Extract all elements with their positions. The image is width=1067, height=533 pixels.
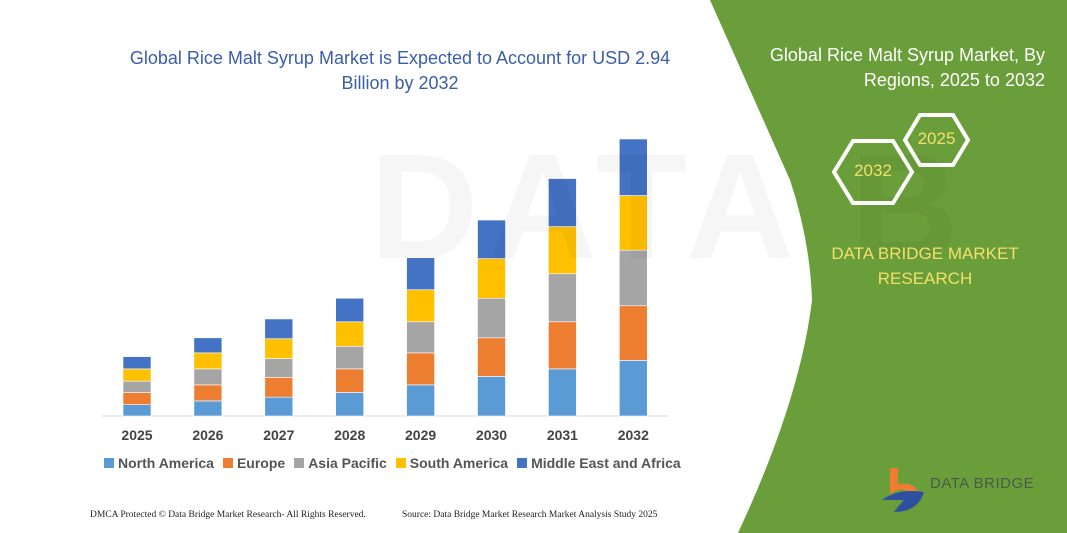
bar-2025-asia-pacific: [122, 380, 152, 393]
logo-icon: [882, 468, 924, 512]
bar-2028-middle-east-and-africa: [335, 297, 365, 323]
legend-swatch: [517, 458, 528, 468]
footer-copyright: DMCA Protected © Data Bridge Market Rese…: [90, 510, 366, 520]
bar-2025-south-america: [122, 368, 152, 382]
bar-2029-south-america: [406, 289, 435, 323]
legend-label: Asia Pacific: [308, 455, 387, 471]
bar-2025-middle-east-and-africa: [122, 356, 152, 370]
green-panel: [710, 0, 1067, 533]
hex-label-2032: 2032: [854, 161, 892, 180]
bar-2032-middle-east-and-africa: [618, 138, 648, 196]
bar-2026-asia-pacific: [193, 368, 223, 386]
bar-2025-europe: [122, 392, 152, 405]
bar-2027-north-america: [264, 396, 294, 417]
bar-2030-europe: [477, 337, 506, 377]
legend-item: Europe: [222, 455, 286, 471]
bars: [122, 138, 648, 417]
bar-2028-europe: [335, 368, 365, 393]
bar-2027-middle-east-and-africa: [264, 318, 294, 340]
logo-text: DATA BRIDGE: [930, 475, 1035, 492]
bar-2028-asia-pacific: [335, 345, 365, 370]
bar-2026-middle-east-and-africa: [193, 337, 223, 354]
bar-2026-europe: [193, 384, 223, 402]
x-tick-label: 2032: [617, 427, 649, 443]
legend-swatch: [294, 458, 305, 468]
x-tick-label: 2026: [192, 427, 224, 443]
legend-label: South America: [409, 455, 509, 471]
bar-2027-south-america: [264, 338, 294, 359]
footer-source: Source: Data Bridge Market Research Mark…: [402, 510, 658, 520]
bar-2030-south-america: [477, 258, 506, 299]
legend-swatch: [222, 458, 233, 468]
bar-2026-south-america: [193, 352, 223, 370]
bar-2028-south-america: [335, 321, 365, 347]
bar-2030-middle-east-and-africa: [477, 219, 506, 259]
panel-title: Global Rice Malt Syrup Market, By Region…: [769, 45, 1045, 90]
legend-item: Asia Pacific: [294, 455, 387, 471]
bar-2027-europe: [264, 377, 294, 398]
bar-2032-north-america: [618, 360, 648, 417]
bar-2030-asia-pacific: [477, 297, 506, 339]
bar-2030-north-america: [477, 376, 506, 417]
bar-2027-asia-pacific: [264, 358, 294, 378]
x-tick-label: 2025: [121, 427, 153, 443]
x-tick-label: 2029: [405, 427, 437, 443]
x-tick-label: 2028: [334, 427, 366, 443]
bar-2028-north-america: [335, 392, 365, 417]
bar-2029-asia-pacific: [406, 321, 435, 354]
bar-2031-europe: [548, 321, 577, 370]
legend-swatch: [104, 458, 114, 468]
bar-2031-north-america: [548, 368, 577, 417]
legend-label: Europe: [236, 455, 286, 471]
legend: North America Europe Asia Pacific South Ame…: [104, 455, 681, 471]
hexagon-2032: [831, 139, 915, 205]
chart-title: Global Rice Malt Syrup Market is Expecte…: [129, 48, 671, 93]
legend-label: Middle East and Africa: [531, 455, 681, 471]
hexagon-2025: [902, 113, 971, 167]
legend-swatch: [395, 458, 406, 468]
bar-2029-north-america: [406, 384, 435, 417]
legend-label: North America: [118, 455, 214, 471]
brand-text: DATA BRIDGE MARKET RESEARCH: [831, 244, 1019, 288]
bar-2029-europe: [406, 352, 435, 386]
bar-2029-middle-east-and-africa: [406, 257, 435, 291]
legend-item: Middle East and Africa: [517, 455, 681, 471]
bar-2026-north-america: [193, 400, 223, 417]
x-tick-label: 2030: [475, 427, 508, 443]
x-tick-label: 2027: [263, 427, 295, 443]
hex-label-2025: 2025: [917, 129, 956, 148]
bar-2031-middle-east-and-africa: [548, 178, 577, 227]
legend-item: South America: [395, 455, 509, 471]
bar-2032-europe: [618, 305, 648, 361]
bar-2025-north-america: [122, 404, 152, 417]
legend-item: North America: [104, 455, 214, 471]
x-tick-label: 2031: [546, 427, 578, 443]
